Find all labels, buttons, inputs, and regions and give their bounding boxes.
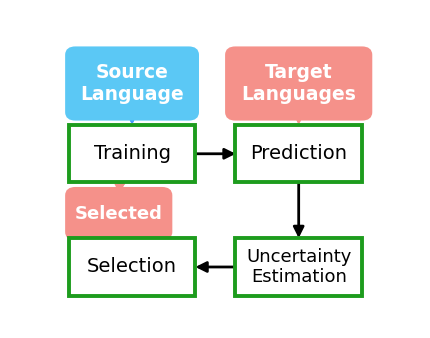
Text: Source
Language: Source Language — [80, 63, 184, 104]
FancyBboxPatch shape — [227, 48, 370, 119]
Text: Training: Training — [94, 144, 171, 163]
FancyBboxPatch shape — [67, 48, 197, 119]
Text: Prediction: Prediction — [250, 144, 347, 163]
Text: Uncertainty
Estimation: Uncertainty Estimation — [246, 248, 351, 286]
Text: Selection: Selection — [87, 258, 177, 276]
FancyBboxPatch shape — [67, 189, 170, 238]
Bar — [235, 238, 362, 296]
Bar — [69, 125, 195, 183]
Text: Selected: Selected — [75, 204, 163, 223]
Bar — [235, 125, 362, 183]
Text: Target
Languages: Target Languages — [241, 63, 356, 104]
Bar — [69, 238, 195, 296]
